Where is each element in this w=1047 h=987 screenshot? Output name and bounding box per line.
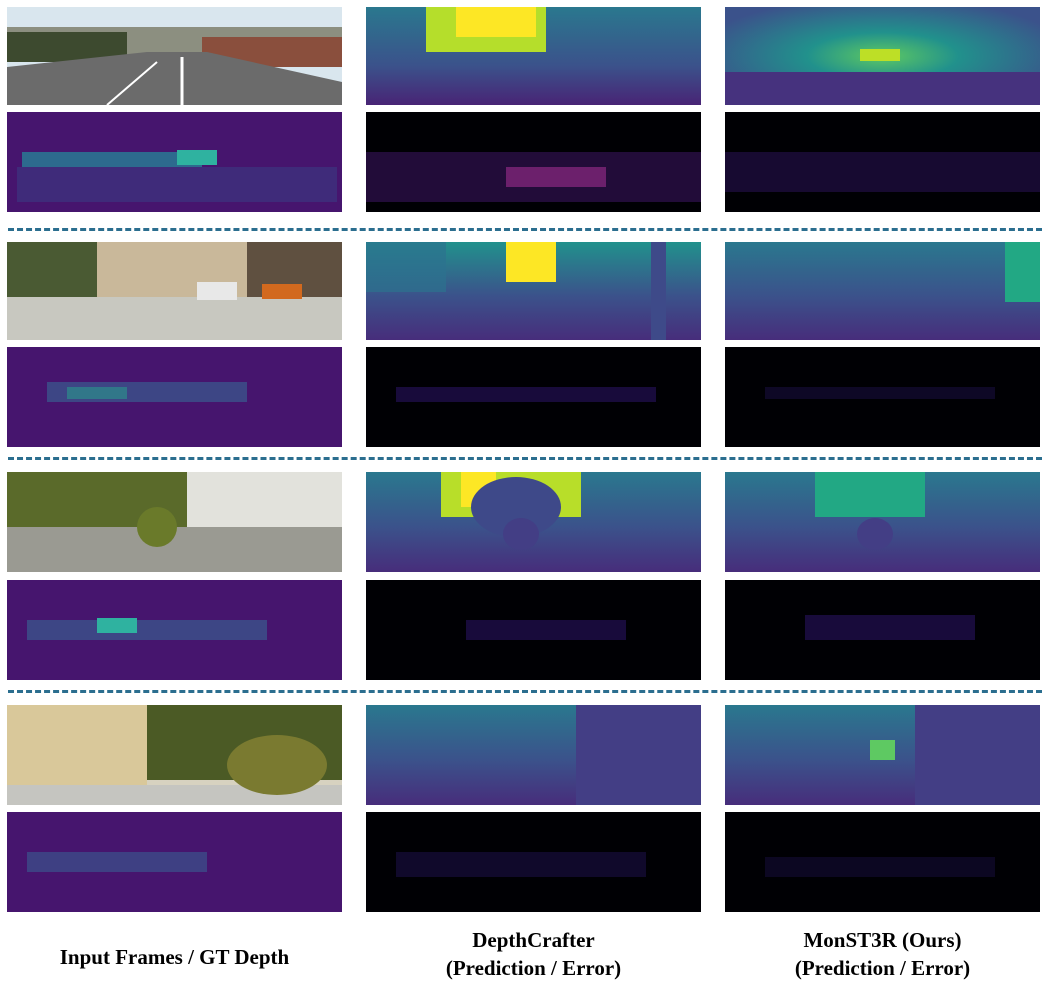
monst3r-prediction-4 <box>725 705 1040 805</box>
gt-depth-3 <box>7 580 342 680</box>
caption-monst3r-line1: MonST3R (Ours) <box>803 928 962 952</box>
caption-monst3r-line2: (Prediction / Error) <box>794 956 971 980</box>
caption-input-gt: Input Frames / GT Depth <box>7 943 342 971</box>
input-frame-1 <box>7 7 342 105</box>
monst3r-error-1 <box>725 112 1040 212</box>
input-frame-2 <box>7 242 342 340</box>
caption-input-gt-line1: Input Frames / GT Depth <box>59 945 290 969</box>
depthcrafter-prediction-3 <box>366 472 701 572</box>
depthcrafter-prediction-4 <box>366 705 701 805</box>
row-separator-3 <box>8 690 1042 693</box>
depthcrafter-error-4 <box>366 812 701 912</box>
depthcrafter-error-3 <box>366 580 701 680</box>
depthcrafter-prediction-1 <box>366 7 701 105</box>
caption-depthcrafter-line1: DepthCrafter <box>472 928 595 952</box>
row-separator-1 <box>8 228 1042 231</box>
caption-depthcrafter: DepthCrafter (Prediction / Error) <box>366 926 701 982</box>
gt-depth-4 <box>7 812 342 912</box>
monst3r-prediction-2 <box>725 242 1040 340</box>
monst3r-error-4 <box>725 812 1040 912</box>
input-frame-3 <box>7 472 342 572</box>
monst3r-error-2 <box>725 347 1040 447</box>
depthcrafter-error-1 <box>366 112 701 212</box>
caption-depthcrafter-line2: (Prediction / Error) <box>445 956 622 980</box>
depthcrafter-prediction-2 <box>366 242 701 340</box>
row-separator-2 <box>8 457 1042 460</box>
monst3r-error-3 <box>725 580 1040 680</box>
input-frame-4 <box>7 705 342 805</box>
monst3r-prediction-1 <box>725 7 1040 105</box>
gt-depth-1 <box>7 112 342 212</box>
caption-monst3r: MonST3R (Ours) (Prediction / Error) <box>725 926 1040 982</box>
depthcrafter-error-2 <box>366 347 701 447</box>
monst3r-prediction-3 <box>725 472 1040 572</box>
gt-depth-2 <box>7 347 342 447</box>
